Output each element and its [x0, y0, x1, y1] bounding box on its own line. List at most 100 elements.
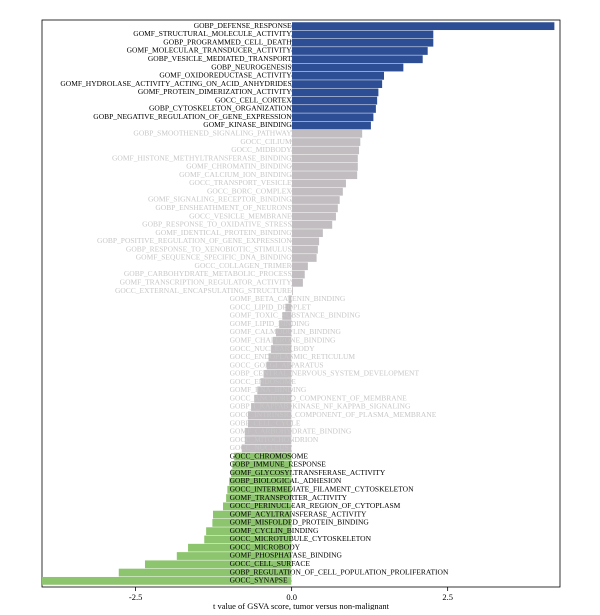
category-label: GOCC_NUCLEAR_BODY [230, 344, 316, 353]
category-label: GOCC_MICROBODY [230, 542, 301, 551]
bar [291, 146, 360, 155]
bar [288, 295, 292, 304]
bar [285, 303, 292, 312]
bar [241, 444, 292, 453]
bar [291, 38, 434, 47]
bar [291, 88, 379, 97]
category-label: GOCC_CHROMOSOME [230, 451, 309, 460]
bar [188, 543, 292, 552]
bar [291, 22, 555, 31]
bar [229, 477, 292, 486]
category-label: GOCC_CILIUM [240, 137, 292, 146]
category-label: GOCC_EXTERNAL_ENCAPSULATING_STRUCTURE [115, 286, 292, 295]
bar [291, 245, 318, 254]
category-label: GOMF_PHOSPHATASE_BINDING [230, 551, 343, 560]
bar [282, 312, 292, 320]
category-label: GOBP_RESPONSE_TO_XENOBIOTIC_STIMULUS [126, 244, 292, 253]
bar [291, 129, 363, 138]
bar [176, 552, 292, 560]
category-label: GOMF_SEQUENCE_SPECIFIC_DNA_BINDING [136, 253, 292, 262]
category-label: GOBP_NEGATIVE_REGULATION_OF_GENE_EXPRESS… [93, 112, 292, 121]
category-label: GOCC_GOLGI_APPARATUS [230, 360, 324, 369]
x-tick-label: -2.5 [129, 592, 142, 602]
category-label: GOMF_TRANSCRIPTION_REGULATOR_ACTIVITY [120, 278, 293, 287]
bar [291, 204, 338, 213]
bar [291, 254, 317, 262]
bar [291, 121, 371, 130]
bar [263, 369, 292, 378]
x-tick-label: 0.0 [286, 592, 297, 602]
category-label: GOMF_GLYCOSYLTRANSFERASE_ACTIVITY [230, 468, 386, 477]
category-label: GOBP_ENSHEATHMENT_OF_NEURONS [155, 203, 291, 212]
bar [291, 171, 358, 180]
bar [291, 154, 358, 163]
bar [291, 80, 383, 88]
bar [247, 419, 292, 428]
bar [291, 278, 303, 287]
bar [268, 353, 292, 362]
bar [291, 212, 336, 221]
category-label: GOCC_CELL_CORTEX [215, 95, 292, 104]
category-label: GOMF_CARBOHYDRATE_BINDING [230, 427, 352, 436]
category-label: GOBP_BIOLOGICAL_ADHESION [230, 476, 342, 485]
bar [234, 452, 292, 461]
bar [291, 47, 428, 55]
category-label: GOCC_TRANSPORT_VESICLE [189, 178, 292, 187]
category-label: GOCC_NUCLEUS [230, 443, 289, 452]
bar [244, 436, 292, 445]
category-label: GOMF_CHROMATIN_BINDING [186, 162, 292, 171]
category-label: GOMF_PROTEIN_DIMERIZATION_ACTIVITY [138, 87, 292, 96]
category-label: GOMF_IDENTICAL_PROTEIN_BINDING [155, 228, 292, 237]
category-label: GOCC_MIDBODY [231, 145, 292, 154]
bar [42, 576, 292, 585]
bar [276, 328, 292, 337]
category-label: GOBP_CYTOSKELETON_ORGANIZATION [149, 104, 292, 113]
category-label: GOMF_BETA_CATENIN_BINDING [230, 294, 346, 303]
bar [254, 394, 292, 403]
bar [222, 502, 292, 511]
category-label: GOMF_KINASE_BINDING [203, 120, 292, 129]
bar [291, 270, 305, 279]
bar [227, 485, 292, 494]
bar [206, 527, 292, 536]
bar [271, 345, 292, 353]
category-label: GOCC_CELL_SURFACE [230, 559, 311, 568]
bar [244, 427, 292, 436]
category-label: GOCC_INTERMEDIATE_FILAMENT_CYTOSKELETON [230, 485, 414, 494]
bar [279, 320, 292, 329]
bar [291, 105, 376, 113]
category-label: GOCC_COLLAGEN_TRIMER [195, 261, 292, 270]
category-label: GOMF_OXIDOREDUCTASE_ACTIVITY [159, 71, 292, 80]
category-label: GOMF_MISFOLDED_PROTEIN_BINDING [230, 518, 370, 527]
category-label: GOCC_ENDOSOME [230, 377, 297, 386]
category-label: GOCC_MICROTUBULE_CYTOSKELETON [230, 534, 372, 543]
category-label: GOMF_CYCLIN_BINDING [230, 526, 319, 535]
bar [272, 336, 292, 345]
bar [291, 71, 385, 80]
bar [291, 138, 361, 146]
category-label: GOCC_VESICLE_MEMBRANE [189, 211, 292, 220]
bar [257, 386, 292, 395]
bar [247, 411, 292, 420]
category-label: GOBP_CARBOHYDRATE_METABOLIC_PROCESS [124, 269, 292, 278]
bar [291, 179, 346, 188]
category-label: GOMF_SIGNALING_RECEPTOR_BINDING [148, 195, 292, 204]
category-label: GOCC_PERINUCLEAR_REGION_OF_CYTOPLASM [230, 501, 401, 510]
category-label: GOMF_HISTONE_METHYLTRANSFERASE_BINDING [112, 153, 292, 162]
bar [266, 361, 292, 370]
category-label: GOBP_DEFENSE_RESPONSE [194, 21, 292, 30]
bar [231, 469, 292, 478]
bar [251, 403, 292, 411]
category-label: GOCC_BORC_COMPLEX [207, 186, 292, 195]
category-label: GOMF_TOXIC_SUBSTANCE_BINDING [230, 311, 361, 320]
bar [232, 461, 292, 469]
bar [291, 196, 340, 204]
category-label: GOBP_CENTRAL_NERVOUS_SYSTEM_DEVELOPMENT [230, 369, 420, 378]
bar [291, 287, 293, 295]
category-label: GOCC_MITOCHONDRION [230, 435, 319, 444]
bar [291, 162, 358, 171]
bar [291, 229, 323, 238]
category-label: GOCC_ANCHORED_COMPONENT_OF_MEMBRANE [230, 393, 408, 402]
category-label: GOBP_REGULATION_OF_CELL_POPULATION_PROLI… [230, 567, 449, 576]
